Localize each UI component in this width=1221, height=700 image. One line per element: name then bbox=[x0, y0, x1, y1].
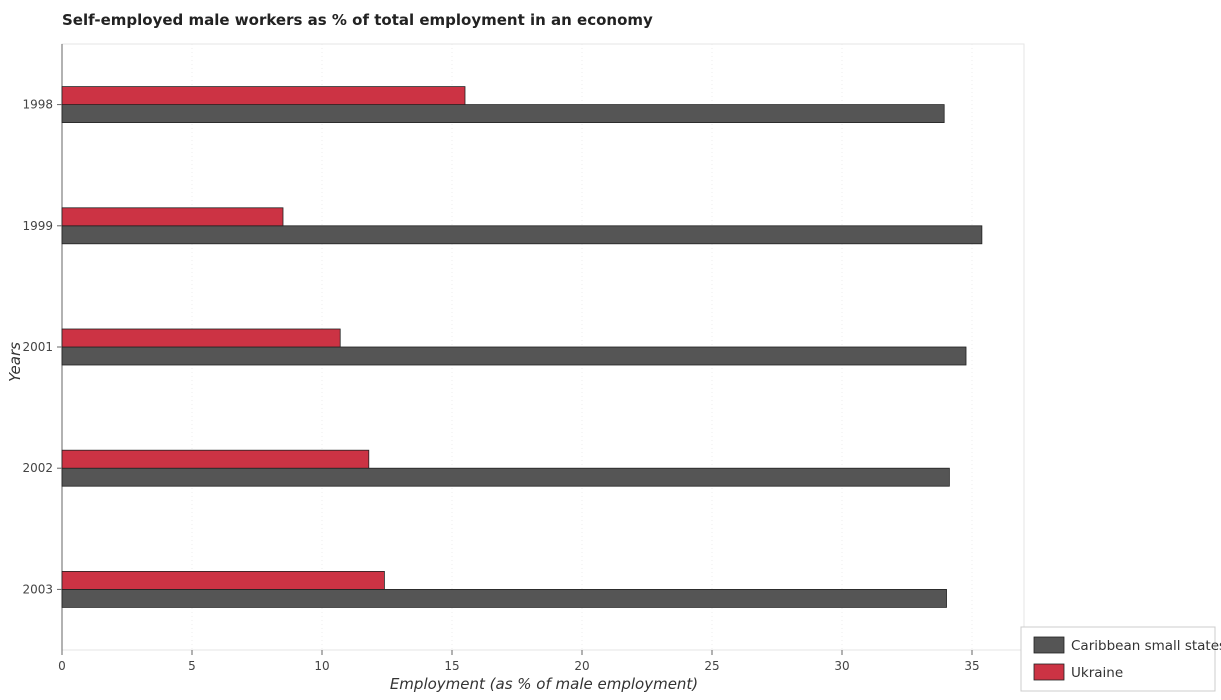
x-tick-label: 15 bbox=[444, 659, 459, 673]
bar-ukraine-2001 bbox=[61, 328, 341, 348]
legend: Caribbean small states Ukraine bbox=[1020, 626, 1221, 692]
legend-label-caribbean-small-states: Caribbean small states bbox=[1071, 638, 1221, 654]
x-axis-label: Employment (as % of male employment) bbox=[390, 675, 698, 693]
x-tick-label: 30 bbox=[834, 659, 849, 673]
x-tick-label: 5 bbox=[188, 659, 196, 673]
y-axis-label: Years bbox=[6, 342, 24, 382]
y-tick-label: 1999 bbox=[22, 219, 53, 233]
x-tick-label: 0 bbox=[58, 659, 66, 673]
legend-box bbox=[1020, 626, 1216, 692]
legend-label-ukraine: Ukraine bbox=[1071, 665, 1123, 681]
y-tick-label: 2003 bbox=[22, 582, 53, 596]
y-tick-label: 1998 bbox=[22, 98, 53, 112]
bar-ukraine-1998 bbox=[61, 86, 466, 105]
bar-caribbean-small-states-1999 bbox=[61, 225, 983, 245]
chart-title: Self-employed male workers as % of total… bbox=[62, 11, 653, 29]
x-tick-label: 25 bbox=[704, 659, 719, 673]
y-tick-label: 2001 bbox=[22, 340, 53, 354]
bars bbox=[61, 86, 983, 608]
bar-ukraine-2003 bbox=[61, 571, 385, 590]
bar-ukraine-2002 bbox=[61, 449, 370, 469]
legend-swatch-ukraine bbox=[1033, 663, 1065, 681]
x-tick-label: 10 bbox=[314, 659, 329, 673]
y-tick-label: 2002 bbox=[22, 461, 53, 475]
bar-caribbean-small-states-2001 bbox=[61, 346, 967, 366]
legend-swatch-caribbean-small-states bbox=[1033, 636, 1065, 654]
y-axis-ticks: 1998 1999 2001 2002 2003 bbox=[22, 98, 62, 596]
x-tick-label: 35 bbox=[964, 659, 979, 673]
bar-caribbean-small-states-2002 bbox=[61, 467, 950, 487]
x-axis-ticks: 0 5 10 15 20 25 30 35 bbox=[58, 650, 980, 673]
bar-ukraine-1999 bbox=[61, 207, 284, 227]
bar-caribbean-small-states-1998 bbox=[61, 104, 945, 123]
x-tick-label: 20 bbox=[574, 659, 589, 673]
bar-caribbean-small-states-2003 bbox=[61, 589, 947, 608]
